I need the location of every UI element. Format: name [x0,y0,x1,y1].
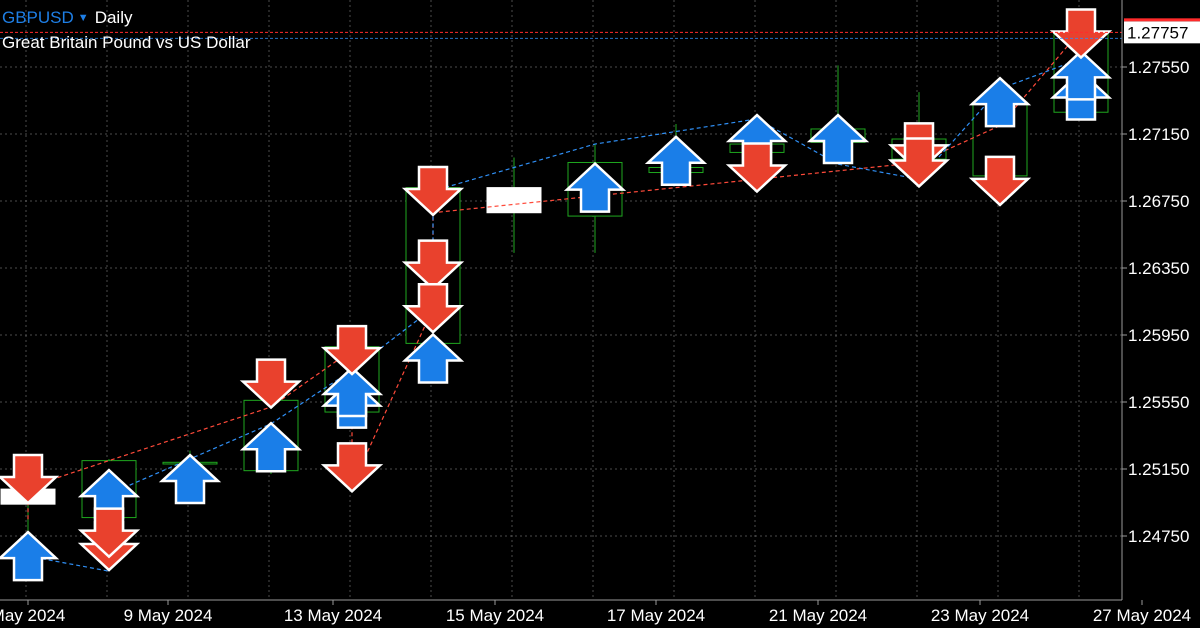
sell-arrow-icon [725,142,789,194]
buy-arrow-icon [968,76,1032,128]
sell-arrow-icon [77,507,141,559]
price-tick-label: 1.27550 [1128,58,1189,77]
price-tick-label: 1.24750 [1128,527,1189,546]
sell-arrow-icon [401,282,465,334]
sell-arrow-icon [0,453,60,505]
sell-signal-line [27,29,1082,520]
sell-arrow-icon [320,324,384,376]
buy-arrow-icon [563,161,627,213]
symbol-selector[interactable]: GBPUSD [2,8,74,27]
symbol-description: Great Britain Pound vs US Dollar [2,33,251,52]
price-tick-label: 1.26750 [1128,192,1189,211]
candle [486,157,542,253]
current-price-tag [1124,21,1200,44]
sell-arrow-icon [320,442,384,494]
price-tick-label: 1.25550 [1128,393,1189,412]
buy-arrow-icon [806,113,870,165]
buy-arrow-icon [239,421,303,473]
sell-arrow-icon [968,155,1032,207]
candle-body [486,187,542,214]
time-axis-bg [0,600,1200,628]
time-tick-label: 9 May 2024 [124,606,213,625]
time-tick-label: 17 May 2024 [607,606,705,625]
buy-arrow-icon [401,332,465,384]
current-price-label: 1.27757 [1127,23,1188,42]
time-tick-label: 23 May 2024 [931,606,1029,625]
timeframe-label[interactable]: Daily [94,8,133,27]
time-tick-label: May 2024 [0,606,65,625]
time-tick-label: 27 May 2024 [1093,606,1191,625]
time-tick-label: 15 May 2024 [446,606,544,625]
price-axis-bg [1122,0,1200,628]
sell-arrow-icon [887,137,951,189]
sell-arrow-icon [1049,8,1113,60]
sell-arrow-icon [239,358,303,410]
symbol-header: GBPUSD ▼ Daily [2,8,132,28]
current-price-marker [1124,18,1200,22]
sell-arrow-icon [401,239,465,291]
caret-down-icon[interactable]: ▼ [77,12,89,24]
price-tick-label: 1.27150 [1128,125,1189,144]
buy-arrow-icon [158,453,222,505]
price-tick-label: 1.25950 [1128,326,1189,345]
time-tick-label: 13 May 2024 [284,606,382,625]
grid-lines [0,0,1122,600]
buy-arrow-icon [0,530,60,582]
price-tick-label: 1.25150 [1128,460,1189,479]
price-tick-label: 1.26350 [1128,259,1189,278]
signal-arrows [0,8,1113,582]
time-tick-label: 21 May 2024 [769,606,867,625]
buy-arrow-icon [644,135,708,187]
sell-arrow-icon [401,165,465,217]
buy-arrow-icon [1049,49,1113,101]
buy-arrow-icon [320,366,384,418]
